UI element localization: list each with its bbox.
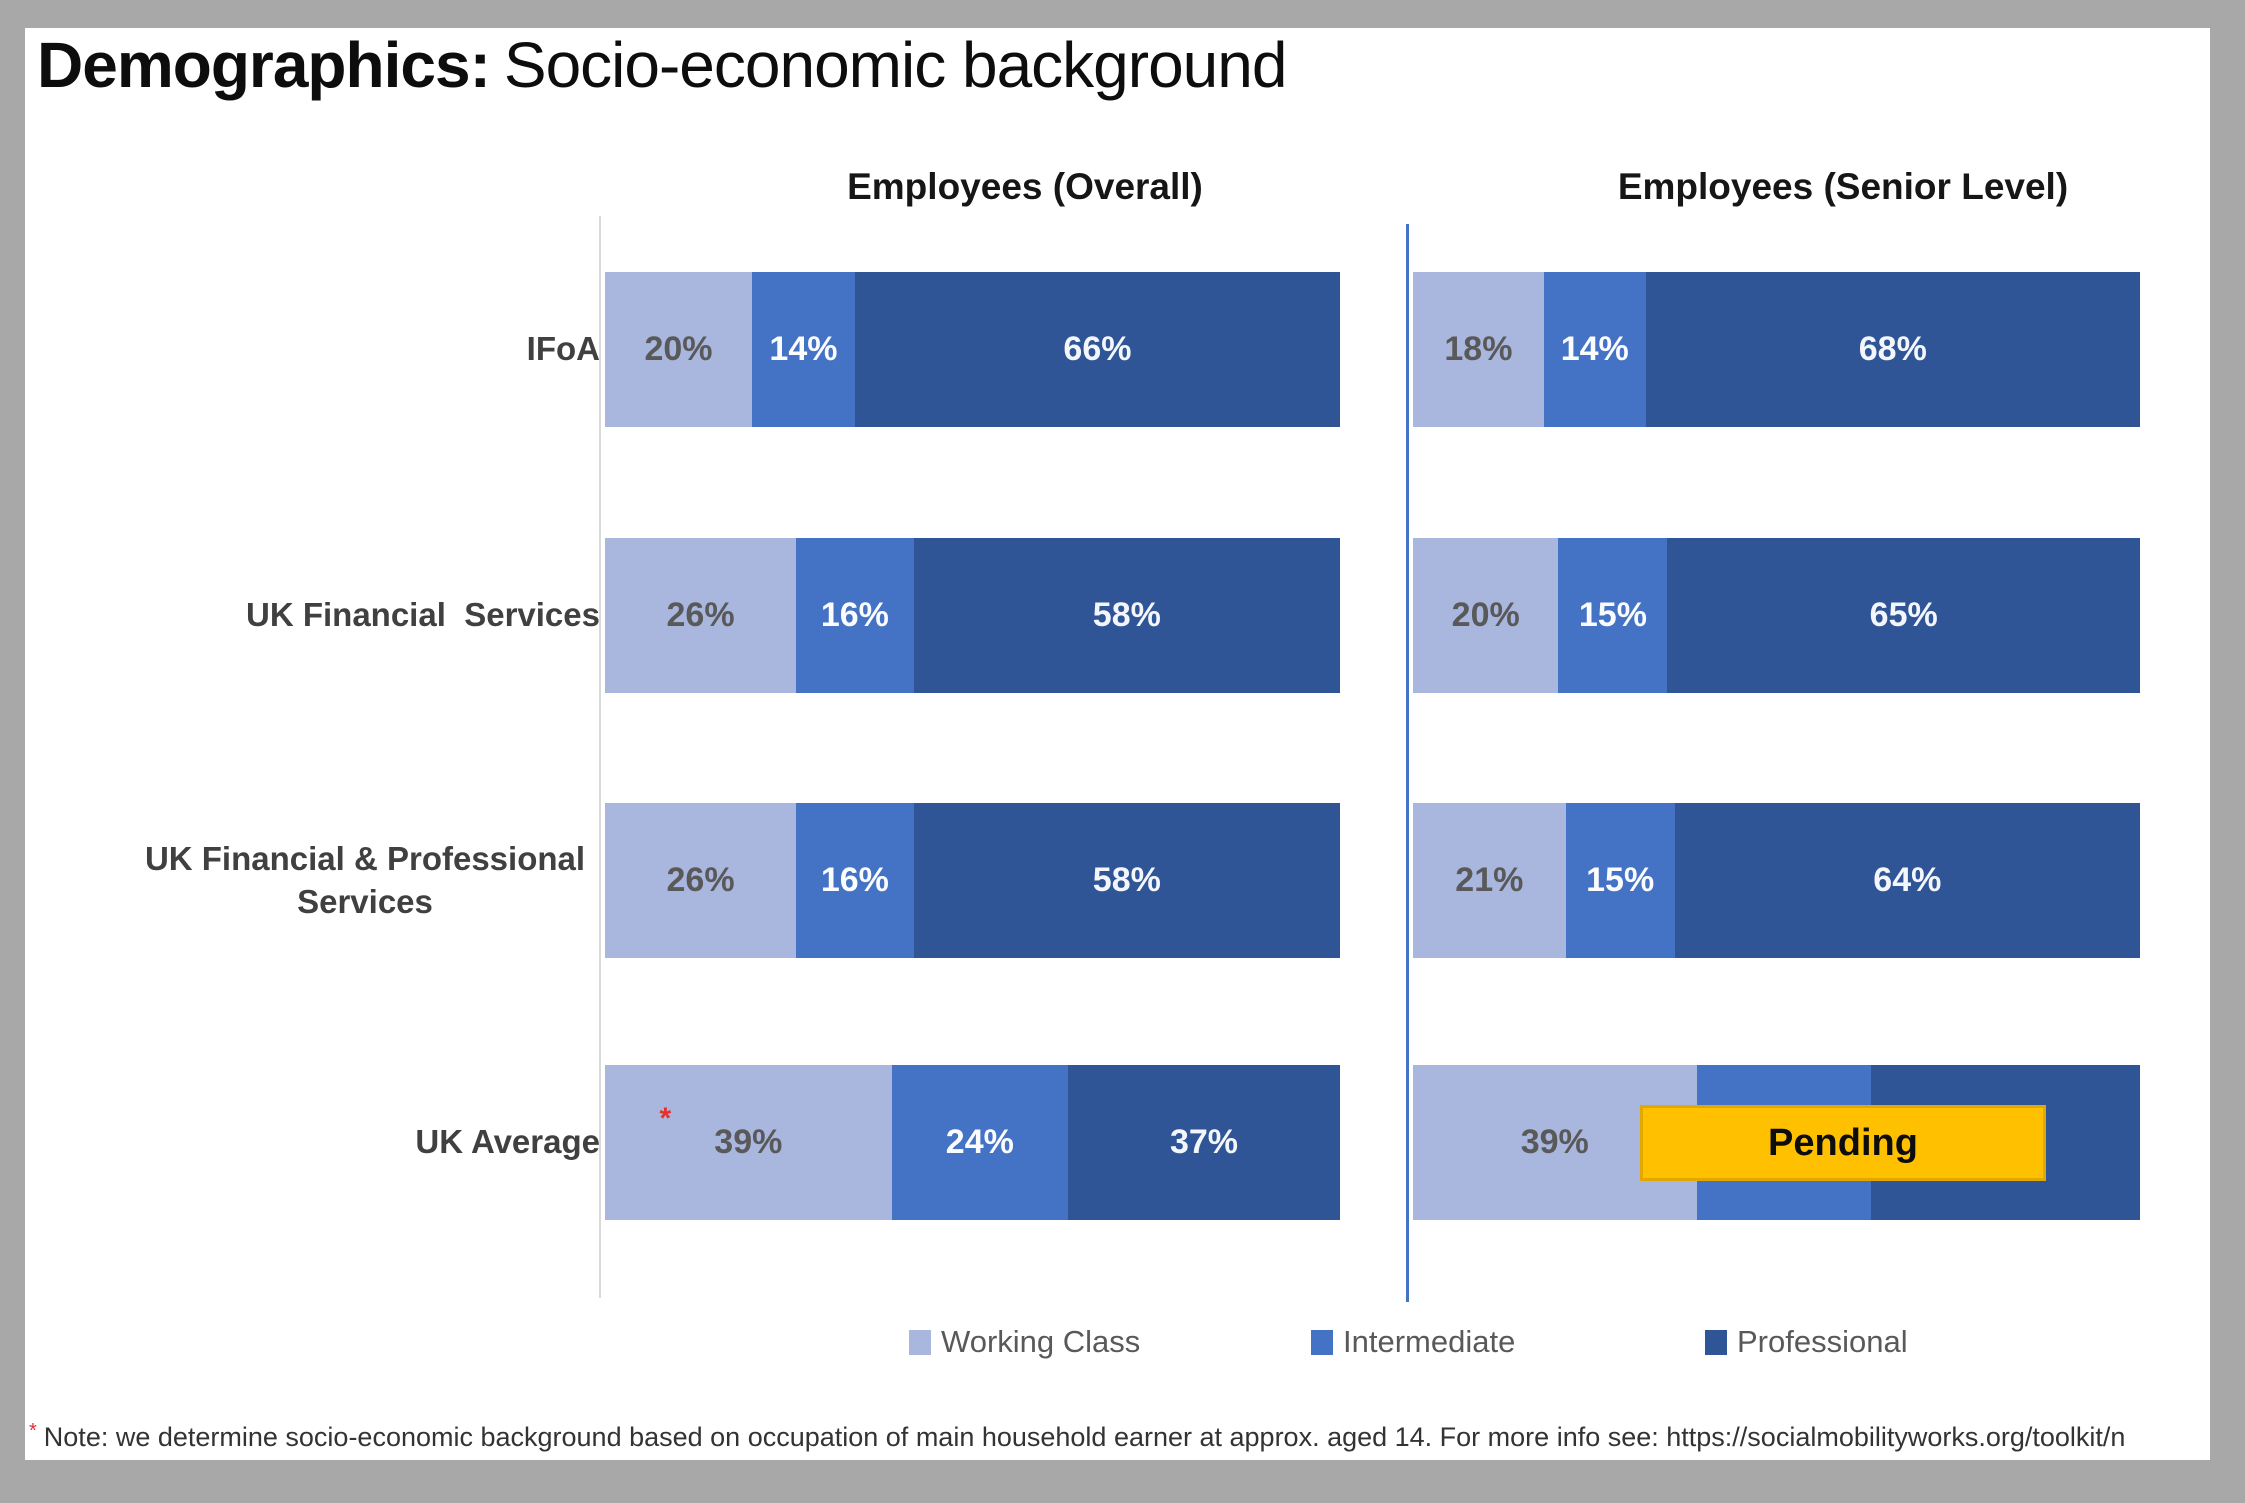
- bar-segment-intermediate: 15%: [1558, 538, 1668, 693]
- footnote-asterisk-marker: *: [659, 1102, 672, 1136]
- panel-header-overall: Employees (Overall): [847, 166, 1203, 207]
- segment-value-label: 39%: [714, 1123, 783, 1161]
- segment-value-label: 58%: [1092, 861, 1161, 899]
- segment-value-label: 20%: [1451, 596, 1520, 634]
- stacked-bar-overall-uk-financial-professional-services: 26% 16% 58%: [605, 803, 1340, 958]
- category-label-ifoa: IFoA: [130, 272, 600, 427]
- segment-value-label: 26%: [666, 596, 735, 634]
- legend-swatch-working-class: [909, 1329, 931, 1355]
- segment-value-label: 18%: [1444, 330, 1513, 368]
- slide: Demographics: Socio-economic background E…: [25, 28, 2210, 1460]
- bar-segment-working-class: 21%: [1413, 803, 1566, 958]
- segment-value-label: 66%: [1063, 330, 1132, 368]
- pending-overlay-badge: Pending: [1640, 1105, 2046, 1181]
- bar-segment-intermediate: 14%: [1543, 272, 1646, 427]
- bar-segment-professional: 65%: [1667, 538, 2140, 693]
- category-label-text: UK Financial & Professional Services: [144, 840, 595, 920]
- category-label-text: IFoA: [526, 330, 600, 368]
- bar-segment-professional: 58%: [913, 538, 1340, 693]
- axis-line-senior: [1406, 224, 1409, 1302]
- legend-label: Working Class: [941, 1324, 1141, 1359]
- footnote-text: Note: we determine socio-economic backgr…: [43, 1422, 2126, 1452]
- footnote-marker: *: [29, 1420, 37, 1442]
- segment-value-label: 65%: [1869, 596, 1938, 634]
- stacked-bar-overall-uk-average: * 39% 24% 37%: [605, 1065, 1340, 1220]
- segment-value-label: 15%: [1578, 596, 1647, 634]
- segment-value-label: 15%: [1586, 861, 1655, 899]
- legend-swatch-professional: [1705, 1329, 1727, 1355]
- bar-segment-working-class: 18%: [1413, 272, 1544, 427]
- legend-label: Intermediate: [1343, 1324, 1516, 1359]
- bar-segment-intermediate: 16%: [796, 538, 914, 693]
- bar-segment-intermediate: 16%: [796, 803, 914, 958]
- segment-value-label: 14%: [1560, 330, 1629, 368]
- bar-segment-professional: 58%: [913, 803, 1340, 958]
- segment-value-label: 24%: [945, 1123, 1014, 1161]
- stacked-bar-overall-uk-financial-services: 26% 16% 58%: [605, 538, 1340, 693]
- segment-value-label: 20%: [644, 330, 713, 368]
- segment-value-label: 37%: [1169, 1123, 1239, 1161]
- category-label-uk-average: UK Average: [130, 1065, 600, 1220]
- category-label-text: UK Average: [415, 1123, 600, 1161]
- bar-segment-working-class: 39%: [1413, 1065, 1697, 1220]
- category-label-uk-financial-services: UK Financial Services: [130, 538, 600, 693]
- legend-item-working-class: Working Class: [909, 1324, 1140, 1360]
- segment-value-label: 26%: [666, 861, 735, 899]
- bar-segment-intermediate: 24%: [891, 1065, 1069, 1220]
- page-title: Demographics: Socio-economic background: [37, 28, 1288, 102]
- stacked-bar-senior-uk-financial-professional-services: 21% 15% 64%: [1413, 803, 2140, 958]
- axis-line-overall: [599, 216, 601, 1298]
- bar-segment-intermediate: 14%: [752, 272, 855, 427]
- segment-value-label: 16%: [820, 861, 889, 899]
- bar-segment-working-class: * 39%: [605, 1065, 892, 1220]
- segment-value-label: 21%: [1455, 861, 1524, 899]
- category-label-text: UK Financial Services: [246, 596, 600, 634]
- panel-header-senior: Employees (Senior Level): [1617, 166, 2069, 207]
- stacked-bar-senior-ifoa: 18% 14% 68%: [1413, 272, 2140, 427]
- bar-segment-professional: 37%: [1068, 1065, 1340, 1220]
- segment-value-label: 68%: [1858, 330, 1927, 368]
- legend-item-professional: Professional: [1705, 1324, 1908, 1360]
- bar-segment-working-class: 20%: [1413, 538, 1559, 693]
- footnote: * Note: we determine socio-economic backg…: [29, 1420, 2125, 1453]
- segment-value-label: 39%: [1520, 1123, 1589, 1161]
- bar-segment-working-class: 26%: [605, 538, 797, 693]
- bar-segment-intermediate: 15%: [1565, 803, 1675, 958]
- bar-segment-working-class: 26%: [605, 803, 797, 958]
- legend-item-intermediate: Intermediate: [1311, 1324, 1515, 1360]
- stacked-bar-overall-ifoa: 20% 14% 66%: [605, 272, 1340, 427]
- bar-segment-professional: 66%: [854, 272, 1340, 427]
- segment-value-label: 16%: [820, 596, 889, 634]
- page-title-rest: Socio-economic background: [503, 29, 1288, 101]
- stacked-bar-senior-uk-financial-services: 20% 15% 65%: [1413, 538, 2140, 693]
- segment-value-label: 14%: [769, 330, 838, 368]
- segment-value-label: 64%: [1873, 861, 1942, 899]
- legend-swatch-intermediate: [1311, 1329, 1333, 1355]
- category-label-uk-financial-professional-services: UK Financial & Professional Services: [130, 803, 600, 958]
- legend-label: Professional: [1737, 1324, 1908, 1359]
- segment-value-label: 58%: [1092, 596, 1161, 634]
- bar-segment-professional: 64%: [1674, 803, 2140, 958]
- page-title-lead: Demographics:: [37, 29, 491, 101]
- bar-segment-professional: 68%: [1645, 272, 2140, 427]
- bar-segment-working-class: 20%: [605, 272, 752, 427]
